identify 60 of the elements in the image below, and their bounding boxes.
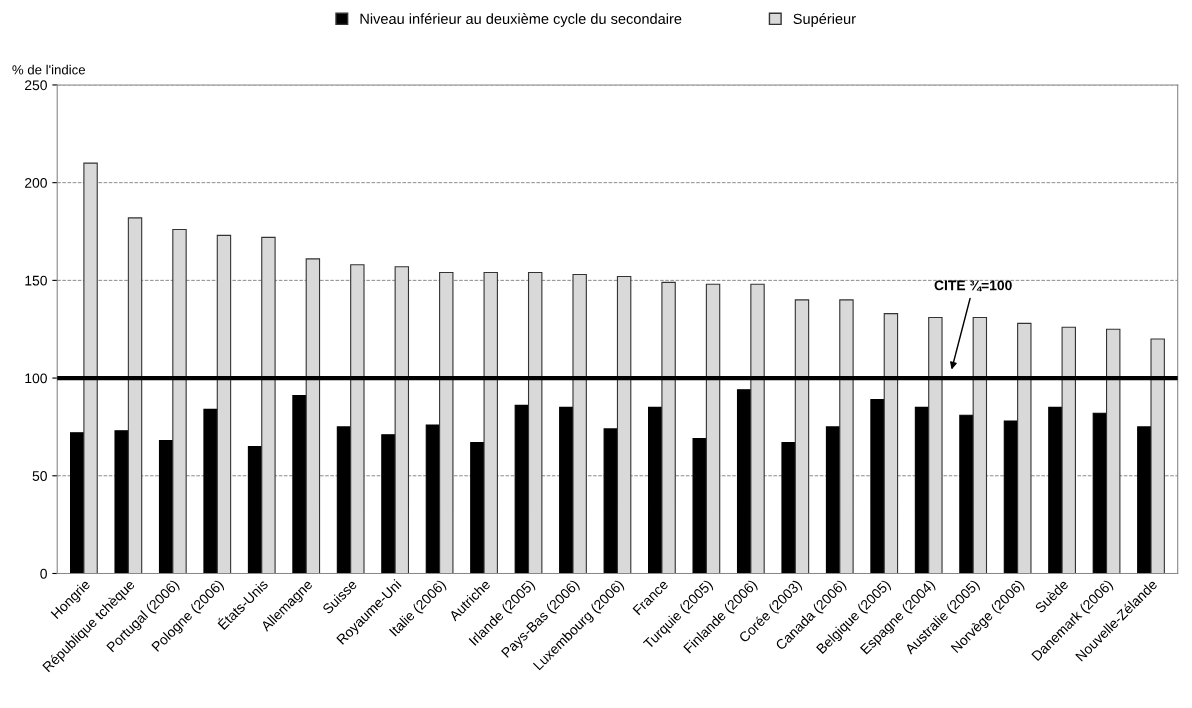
bar bbox=[781, 442, 796, 574]
bar bbox=[470, 442, 485, 574]
bar bbox=[70, 432, 85, 574]
bar bbox=[247, 445, 263, 574]
bar bbox=[603, 428, 619, 574]
bar bbox=[514, 404, 530, 574]
bar bbox=[1048, 406, 1063, 574]
bar bbox=[172, 229, 187, 574]
bar bbox=[336, 426, 352, 574]
bar bbox=[203, 408, 218, 574]
bar bbox=[616, 275, 632, 574]
bar bbox=[750, 283, 765, 574]
bar bbox=[705, 283, 721, 574]
bar bbox=[439, 271, 454, 574]
bar bbox=[972, 316, 988, 574]
bar bbox=[1150, 338, 1165, 574]
bar bbox=[883, 313, 899, 574]
bar bbox=[648, 406, 663, 574]
bar bbox=[794, 299, 810, 574]
bar bbox=[381, 434, 396, 574]
y-tick-label: 50 bbox=[32, 471, 47, 481]
bar bbox=[1105, 328, 1121, 574]
bar bbox=[527, 271, 543, 574]
legend-label: Niveau inférieur au deuxième cycle du secondaire bbox=[360, 13, 682, 27]
bar bbox=[261, 236, 276, 574]
bar bbox=[928, 316, 943, 574]
bar bbox=[572, 273, 587, 574]
bar bbox=[959, 414, 974, 574]
y-tick-label: 100 bbox=[25, 373, 47, 384]
ref-line-label: CITE ¾=100 bbox=[934, 280, 1012, 292]
bar bbox=[1003, 420, 1019, 574]
legend-label: Supérieur bbox=[793, 13, 856, 27]
bar bbox=[483, 271, 498, 574]
bar bbox=[661, 281, 676, 574]
bar bbox=[305, 258, 321, 574]
bar bbox=[1017, 322, 1032, 574]
bar bbox=[825, 426, 841, 574]
bar bbox=[1061, 326, 1076, 574]
y-tick-label: 0 bbox=[40, 568, 47, 579]
y-tick-label: 150 bbox=[25, 275, 47, 286]
bar bbox=[1092, 412, 1108, 574]
bar bbox=[158, 440, 174, 574]
bar bbox=[914, 406, 930, 574]
bar bbox=[114, 430, 129, 574]
bar bbox=[127, 217, 143, 574]
bar bbox=[870, 399, 885, 574]
bar bbox=[350, 264, 365, 574]
y-axis-title: % de l'indice bbox=[12, 64, 85, 75]
bar bbox=[292, 395, 307, 574]
bar bbox=[394, 266, 410, 574]
bar bbox=[692, 438, 707, 574]
bar bbox=[1137, 426, 1152, 574]
bar bbox=[559, 406, 574, 574]
y-tick-label: 200 bbox=[25, 178, 47, 188]
y-tick-label: 250 bbox=[25, 80, 47, 91]
bar bbox=[83, 162, 98, 574]
bar bbox=[736, 389, 752, 574]
bar bbox=[216, 234, 232, 574]
bar bbox=[425, 424, 441, 574]
bar bbox=[839, 299, 854, 574]
